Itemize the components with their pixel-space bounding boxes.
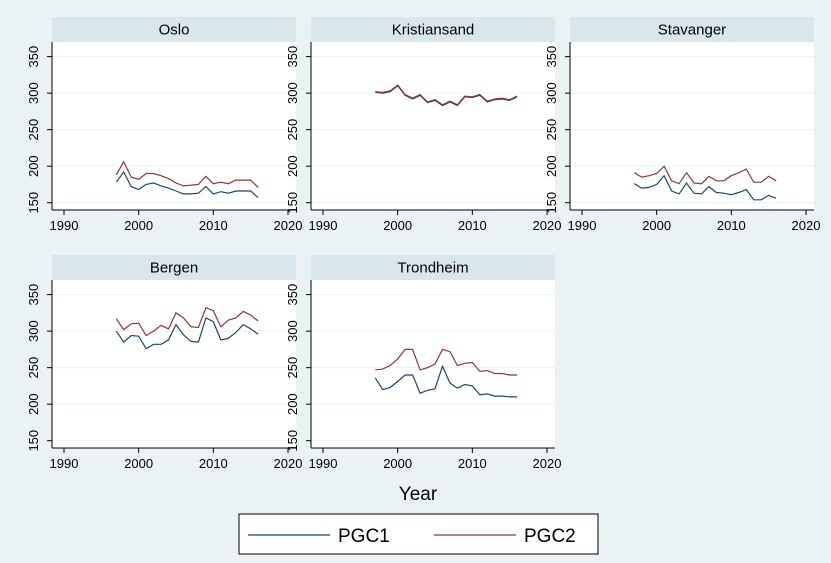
x-tick-label: 1990 <box>50 218 79 233</box>
x-tick-label: 2020 <box>533 456 562 471</box>
x-tick-label: 2000 <box>642 218 671 233</box>
series-line-pgc1 <box>374 364 518 398</box>
y-tick-label: 150 <box>26 430 41 452</box>
x-tick-label: 2010 <box>717 218 746 233</box>
series-line-pgc1 <box>633 174 777 201</box>
series-line-pgc2 <box>115 160 259 188</box>
plot-area <box>52 42 296 210</box>
series-line-pgc1 <box>115 317 259 350</box>
panel-title: Stavanger <box>658 22 726 39</box>
x-tick-label: 2020 <box>274 456 303 471</box>
series-line-pgc2 <box>633 165 777 185</box>
y-tick-label: 250 <box>26 119 41 141</box>
y-tick-label: 200 <box>285 155 300 177</box>
y-tick-label: 250 <box>285 357 300 379</box>
x-tick-label: 2010 <box>458 218 487 233</box>
y-tick-label: 350 <box>26 46 41 68</box>
y-tick-label: 300 <box>26 82 41 104</box>
panel-oslo: Oslo 150 200 250 300 350 1990 2000 2010 2020 <box>26 17 302 233</box>
y-tick-label: 300 <box>544 82 559 104</box>
panel-title-strip <box>52 255 296 280</box>
y-tick-label: 250 <box>285 119 300 141</box>
plot-area <box>311 42 555 210</box>
x-tick-label: 2010 <box>199 218 228 233</box>
panel-title: Trondheim <box>397 260 468 277</box>
y-tick-label: 350 <box>544 46 559 68</box>
x-tick-label: 1990 <box>309 456 338 471</box>
x-tick-label: 2020 <box>274 218 303 233</box>
y-tick-label: 150 <box>544 192 559 214</box>
plot-area <box>52 280 296 448</box>
y-tick-label: 150 <box>285 430 300 452</box>
x-tick-label: 2000 <box>124 218 153 233</box>
x-tick-label: 2000 <box>383 218 412 233</box>
panel-title: Kristiansand <box>392 22 475 39</box>
y-tick-label: 150 <box>285 192 300 214</box>
panel-bergen: Bergen 150 200 250 300 350 1990 2000 2010 2020 <box>26 255 302 471</box>
plot-area <box>570 42 814 210</box>
y-tick-label: 300 <box>285 320 300 342</box>
x-tick-label: 2020 <box>533 218 562 233</box>
panel-title-strip <box>311 255 555 280</box>
plot-area <box>311 280 555 448</box>
legend: PGC1 PGC2 <box>238 513 599 555</box>
legend-label-pgc1: PGC1 <box>338 526 390 547</box>
x-tick-label: 1990 <box>309 218 338 233</box>
y-tick-label: 150 <box>26 192 41 214</box>
y-tick-label: 200 <box>544 155 559 177</box>
x-tick-label: 2020 <box>792 218 821 233</box>
x-tick-label: 2000 <box>124 456 153 471</box>
panel-trondheim: Trondheim 150 200 250 300 350 1990 2000 2010 2020 <box>285 255 561 471</box>
panel-title-strip <box>311 17 555 42</box>
y-tick-label: 200 <box>26 155 41 177</box>
y-tick-label: 250 <box>26 357 41 379</box>
series-line-pgc1 <box>115 170 259 199</box>
panel-title: Oslo <box>159 22 190 39</box>
y-tick-label: 200 <box>285 393 300 415</box>
panel-title-strip <box>570 17 814 42</box>
x-tick-label: 2010 <box>199 456 228 471</box>
y-tick-label: 350 <box>285 284 300 306</box>
x-tick-label: 1990 <box>568 218 597 233</box>
y-tick-label: 300 <box>26 320 41 342</box>
legend-box <box>238 513 599 555</box>
x-tick-label: 2010 <box>458 456 487 471</box>
y-tick-label: 250 <box>544 119 559 141</box>
series-line-pgc2 <box>375 84 518 106</box>
x-tick-label: 1990 <box>50 456 79 471</box>
x-axis-title: Year <box>399 484 438 505</box>
x-tick-label: 2000 <box>383 456 412 471</box>
series-line-pgc2 <box>115 307 259 337</box>
panel-kristiansand: Kristiansand 150 200 250 300 350 1990 2000 2010 2… <box>285 17 561 233</box>
panel-stavanger: Stavanger 150 200 250 300 350 1990 2000 2010 2020 <box>544 17 820 233</box>
y-tick-label: 200 <box>26 393 41 415</box>
panel-title: Bergen <box>150 260 198 277</box>
legend-label-pgc2: PGC2 <box>524 526 576 547</box>
panel-title-strip <box>52 17 296 42</box>
series-line-pgc2 <box>375 348 518 376</box>
y-tick-label: 300 <box>285 82 300 104</box>
y-tick-label: 350 <box>285 46 300 68</box>
y-tick-label: 350 <box>26 284 41 306</box>
